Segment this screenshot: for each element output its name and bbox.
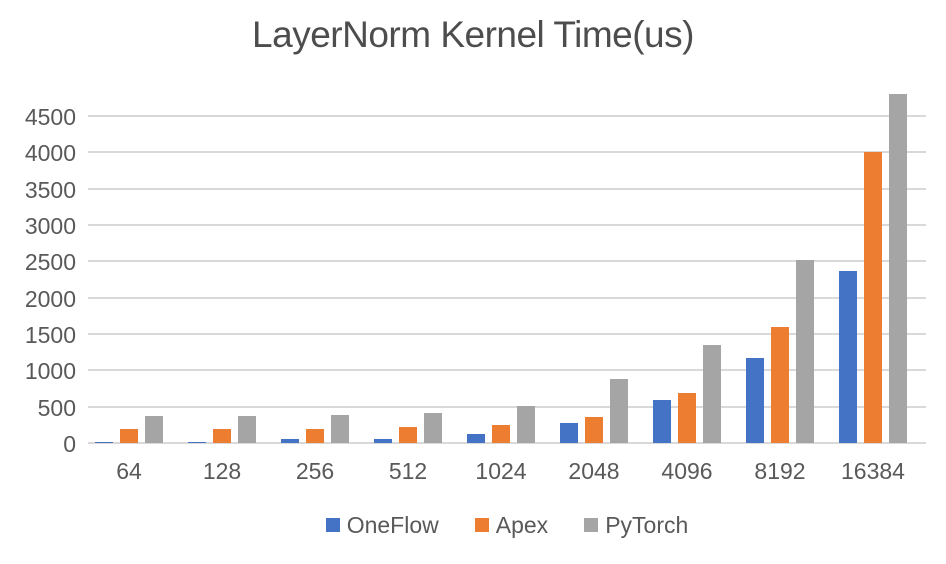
legend-label: Apex: [495, 512, 549, 538]
bar-pytorch: [145, 416, 163, 443]
y-axis-tick-label: 2500: [24, 249, 76, 275]
gridline: [88, 297, 926, 299]
bar-oneflow: [281, 439, 299, 443]
bar-pytorch: [889, 94, 907, 443]
bar-oneflow: [653, 400, 671, 443]
bar-apex: [678, 393, 696, 443]
bar-oneflow: [746, 358, 764, 443]
bar-oneflow: [839, 271, 857, 443]
bar-pytorch: [796, 260, 814, 443]
chart-title: LayerNorm Kernel Time(us): [252, 14, 694, 55]
y-axis-tick-label: 1000: [24, 358, 76, 384]
legend-item-oneflow: OneFlow: [325, 512, 439, 538]
y-axis-tick-label: 3500: [24, 177, 76, 203]
y-axis-tick-label: 4500: [24, 104, 76, 130]
bar-pytorch: [703, 345, 721, 443]
bar-group-8192: [746, 260, 814, 443]
x-axis-tick-label: 64: [116, 458, 142, 484]
bar-pytorch: [238, 416, 256, 443]
y-axis-tick-label: 500: [37, 395, 76, 421]
bar-apex: [120, 429, 138, 443]
gridline: [88, 442, 926, 444]
bar-oneflow: [374, 439, 392, 443]
bar-group-4096: [653, 345, 721, 443]
y-axis-tick-label: 2000: [24, 286, 76, 312]
legend: OneFlow Apex PyTorch: [88, 512, 926, 538]
bar-group-128: [188, 416, 256, 443]
x-axis-tick-label: 16384: [841, 458, 905, 484]
x-axis-tick-label: 1024: [475, 458, 527, 484]
gridline: [88, 151, 926, 153]
bar-group-512: [374, 413, 442, 443]
bar-group-1024: [467, 406, 535, 443]
legend-swatch-apex: [474, 518, 489, 532]
plot-area: [88, 90, 926, 444]
legend-label: OneFlow: [346, 512, 439, 538]
x-axis-tick-label: 128: [202, 458, 242, 484]
bar-apex: [585, 417, 603, 443]
gridline: [88, 188, 926, 190]
gridline: [88, 406, 926, 408]
x-axis-tick-label: 2048: [568, 458, 620, 484]
y-axis-tick-label: 3000: [24, 213, 76, 239]
legend-swatch-pytorch: [584, 518, 599, 532]
gridline: [88, 224, 926, 226]
legend-item-pytorch: PyTorch: [584, 512, 688, 538]
bar-oneflow: [188, 442, 206, 443]
gridline: [88, 260, 926, 262]
bar-group-64: [95, 416, 163, 443]
y-axis-tick-label: 1500: [24, 322, 76, 348]
bar-oneflow: [95, 442, 113, 443]
legend-label: PyTorch: [605, 512, 689, 538]
bar-group-16384: [839, 94, 907, 443]
bar-apex: [399, 427, 417, 443]
bar-group-2048: [560, 379, 628, 443]
bar-apex: [306, 429, 324, 443]
x-axis-tick-label: 8192: [754, 458, 806, 484]
bar-pytorch: [331, 415, 349, 443]
bar-apex: [864, 152, 882, 443]
gridline: [88, 369, 926, 371]
bar-apex: [213, 429, 231, 443]
x-axis-tick-label: 512: [388, 458, 428, 484]
legend-swatch-oneflow: [325, 518, 340, 532]
y-axis-tick-label: 0: [63, 431, 76, 457]
bar-oneflow: [560, 423, 578, 443]
bar-pytorch: [424, 413, 442, 443]
legend-item-apex: Apex: [474, 512, 549, 538]
y-axis-tick-label: 4000: [24, 140, 76, 166]
bar-pytorch: [610, 379, 628, 443]
bar-oneflow: [467, 434, 485, 443]
bar-group-256: [281, 415, 349, 443]
x-axis-tick-label: 4096: [661, 458, 713, 484]
bar-pytorch: [517, 406, 535, 443]
bar-apex: [771, 327, 789, 443]
gridline: [88, 115, 926, 117]
bar-apex: [492, 425, 510, 443]
x-axis-tick-label: 256: [295, 458, 335, 484]
gridline: [88, 333, 926, 335]
